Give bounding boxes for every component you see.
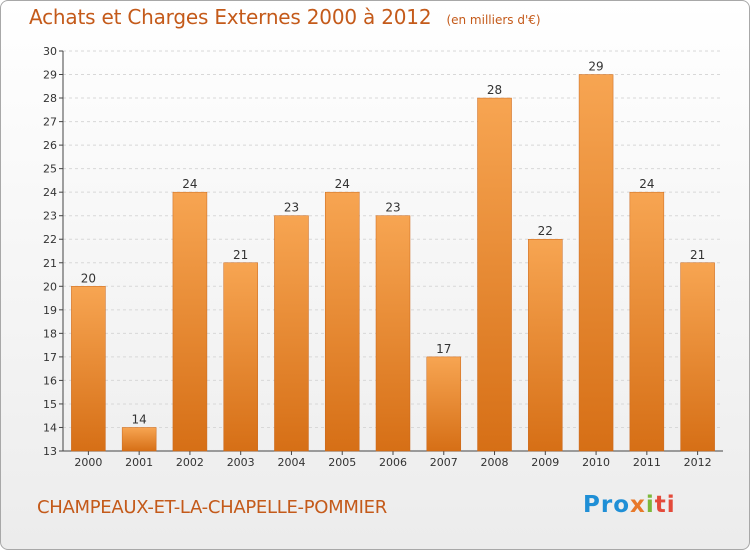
y-tick-label: 16 bbox=[43, 374, 57, 387]
commune-name: CHAMPEAUX-ET-LA-CHAPELLE-POMMIER bbox=[37, 497, 387, 518]
data-label: 28 bbox=[487, 83, 502, 97]
x-tick-label: 2005 bbox=[328, 456, 356, 469]
y-tick-label: 18 bbox=[43, 327, 57, 340]
bar bbox=[426, 356, 462, 452]
data-label: 20 bbox=[81, 271, 96, 285]
x-tick-label: 2010 bbox=[582, 456, 610, 469]
x-tick-label: 2001 bbox=[125, 456, 153, 469]
bar bbox=[223, 262, 258, 452]
chart-title: Achats et Charges Externes 2000 à 2012 bbox=[29, 5, 432, 29]
data-labels: 20 14 24 21 23 24 23 17 28 22 29 24 21 bbox=[81, 60, 706, 427]
x-tick-label: 2002 bbox=[176, 456, 204, 469]
y-tick-label: 14 bbox=[43, 421, 57, 434]
data-label: 24 bbox=[182, 177, 197, 191]
y-tick-label: 19 bbox=[43, 304, 57, 317]
logo-letter-x: x bbox=[630, 492, 646, 518]
chart-header: Achats et Charges Externes 2000 à 2012 (… bbox=[29, 5, 541, 29]
data-label: 29 bbox=[588, 60, 603, 74]
y-tick-label: 30 bbox=[43, 45, 57, 58]
x-tick-label: 2000 bbox=[74, 456, 102, 469]
x-tick-label: 2004 bbox=[277, 456, 305, 469]
x-tick-label: 2006 bbox=[379, 456, 407, 469]
bar bbox=[578, 74, 614, 452]
x-tick-label: 2008 bbox=[481, 456, 509, 469]
bar bbox=[121, 427, 157, 452]
data-label: 23 bbox=[284, 201, 299, 215]
data-label: 24 bbox=[639, 177, 654, 191]
chart-subtitle: (en milliers d'€) bbox=[446, 13, 541, 27]
data-label: 14 bbox=[132, 412, 147, 426]
y-tick-label: 29 bbox=[43, 69, 57, 82]
data-label: 21 bbox=[233, 248, 248, 262]
data-label: 24 bbox=[335, 177, 350, 191]
data-label: 17 bbox=[436, 342, 451, 356]
proxiti-logo[interactable]: Proxiti bbox=[583, 492, 676, 518]
y-tick-label: 27 bbox=[43, 116, 57, 129]
y-tick-label: 23 bbox=[43, 210, 57, 223]
data-label: 23 bbox=[385, 201, 400, 215]
y-tick-label: 15 bbox=[43, 398, 57, 411]
y-tick-label: 26 bbox=[43, 139, 57, 152]
x-tick-label: 2007 bbox=[430, 456, 458, 469]
bar bbox=[629, 191, 665, 452]
bar bbox=[680, 262, 715, 452]
logo-letters-ti: ti bbox=[654, 492, 676, 518]
bar bbox=[528, 238, 563, 452]
bar bbox=[477, 97, 512, 452]
x-tick-label: 2003 bbox=[227, 456, 255, 469]
x-tick-label: 2011 bbox=[633, 456, 661, 469]
y-tick-label: 21 bbox=[43, 257, 57, 270]
bar bbox=[324, 191, 360, 452]
bars bbox=[71, 74, 715, 452]
y-tick-label: 28 bbox=[43, 92, 57, 105]
bar bbox=[375, 215, 411, 452]
logo-letter-i: i bbox=[645, 492, 655, 518]
logo-letters-pro: Pro bbox=[583, 492, 631, 518]
axes: 13 14 15 16 17 18 19 20 21 22 23 24 25 26 27 28 29 30 2000… bbox=[43, 45, 723, 469]
y-tick-label: 22 bbox=[43, 233, 57, 246]
y-tick-label: 24 bbox=[43, 186, 57, 199]
y-tick-label: 25 bbox=[43, 163, 57, 176]
y-tick-label: 13 bbox=[43, 445, 57, 458]
y-tick-label: 20 bbox=[43, 280, 57, 293]
data-label: 22 bbox=[538, 224, 553, 238]
bar bbox=[71, 286, 106, 452]
bar bbox=[274, 215, 309, 452]
x-tick-label: 2009 bbox=[531, 456, 559, 469]
x-tick-label: 2012 bbox=[684, 456, 712, 469]
data-label: 21 bbox=[690, 248, 705, 262]
bar bbox=[172, 191, 208, 452]
y-tick-label: 17 bbox=[43, 351, 57, 364]
